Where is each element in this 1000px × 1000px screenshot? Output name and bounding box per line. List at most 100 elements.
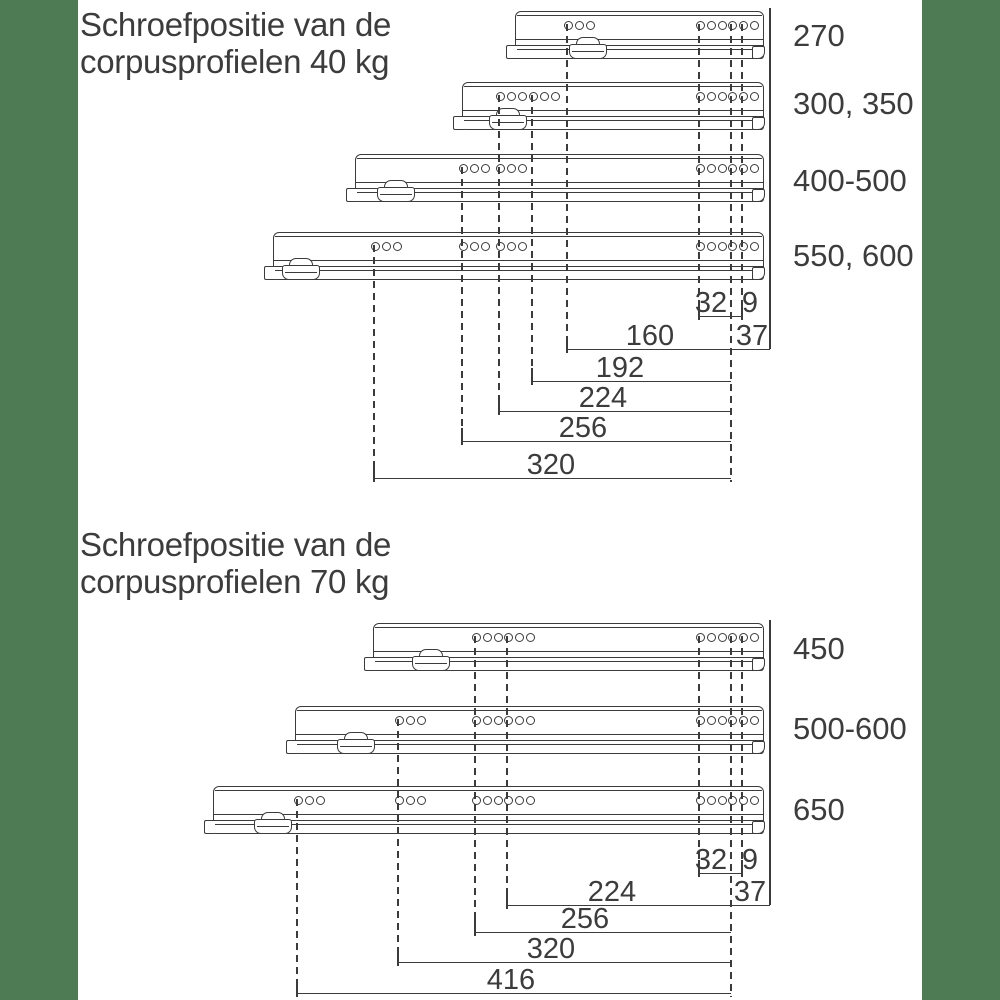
construction-line xyxy=(461,167,463,445)
dimension-tick xyxy=(741,303,743,320)
screw-hole xyxy=(706,241,716,251)
construction-line xyxy=(741,24,743,320)
release-latch xyxy=(337,739,375,754)
dimension-tick xyxy=(698,860,700,877)
screw-hole xyxy=(405,795,415,805)
release-latch-top xyxy=(576,37,600,46)
screw-hole xyxy=(482,715,492,725)
title-line: corpusprofielen 70 kg xyxy=(80,563,390,600)
release-latch xyxy=(412,656,450,671)
dimension-value: 320 xyxy=(526,449,576,481)
screw-hole xyxy=(480,241,490,251)
dimension-line xyxy=(499,411,731,412)
rail-end-hook xyxy=(752,46,765,59)
rail-runner-line xyxy=(356,182,763,183)
screw-hole xyxy=(381,241,391,251)
rail-end-hook xyxy=(752,658,765,671)
runner-profile-500-600 xyxy=(286,706,765,754)
dimension-tick xyxy=(461,428,463,445)
screw-hole xyxy=(506,91,516,101)
release-latch xyxy=(569,44,607,59)
title-line: Schroefpositie van de xyxy=(80,526,392,563)
rail-runner-line xyxy=(463,110,763,111)
rail-left-step xyxy=(204,820,215,834)
dimension-tick xyxy=(373,465,375,482)
rail-end-hook xyxy=(752,189,765,202)
dimension-value: 224 xyxy=(578,382,628,414)
construction-line xyxy=(506,636,508,909)
screw-hole xyxy=(706,795,716,805)
release-latch xyxy=(377,187,415,202)
rail-left-step xyxy=(506,45,517,59)
release-latch-top xyxy=(496,108,520,117)
screw-hole xyxy=(717,91,727,101)
construction-line xyxy=(296,799,298,997)
rail-top-edge-line xyxy=(517,15,762,16)
screw-hole xyxy=(525,715,535,725)
screw-hole xyxy=(503,795,513,805)
construction-line xyxy=(397,719,399,966)
screw-hole xyxy=(749,632,759,642)
construction-line xyxy=(698,24,700,320)
rail-left-step xyxy=(453,116,464,130)
screw-hole xyxy=(471,795,481,805)
screw-hole xyxy=(695,632,705,642)
title-line: corpusprofielen 40 kg xyxy=(80,43,390,80)
construction-line xyxy=(566,24,568,353)
rail-length-label: 650 xyxy=(793,792,845,827)
screw-hole xyxy=(416,715,426,725)
dimension-value: 9 xyxy=(741,287,759,319)
screw-hole xyxy=(458,241,468,251)
dimension-value: 256 xyxy=(558,412,608,444)
screw-hole xyxy=(727,715,737,725)
screw-hole xyxy=(706,20,716,30)
screw-hole xyxy=(749,241,759,251)
runner-profile-450 xyxy=(364,623,765,671)
dimension-value: 256 xyxy=(560,903,610,935)
dimension-line xyxy=(567,349,770,350)
right-green-band xyxy=(922,0,1000,1000)
latch-line xyxy=(572,51,604,52)
rail-top-edge-line xyxy=(464,86,762,87)
dimension-tick xyxy=(498,398,500,415)
title-line: Schroefpositie van de xyxy=(80,6,392,43)
screw-hole xyxy=(493,715,503,725)
dimension-tick xyxy=(296,980,298,997)
dimension-value: 320 xyxy=(526,933,576,965)
rail-length-label: 450 xyxy=(793,631,845,666)
screw-hole xyxy=(706,163,716,173)
screw-hole xyxy=(738,163,748,173)
dimension-tick xyxy=(698,303,700,320)
rail-top-edge-line xyxy=(357,158,762,159)
runner-profile-270 xyxy=(506,11,765,59)
dimension-value: 416 xyxy=(486,964,536,996)
dimension-tick xyxy=(474,919,476,936)
dimension-value: 37 xyxy=(735,320,769,352)
screw-hole xyxy=(293,795,303,805)
construction-line xyxy=(730,24,732,482)
rail-length-label: 400-500 xyxy=(793,163,907,198)
screw-hole xyxy=(727,20,737,30)
release-latch-top xyxy=(289,258,313,267)
rail-end-hook xyxy=(752,821,765,834)
rail-runner-line xyxy=(463,120,763,121)
runner-profile-650 xyxy=(204,786,765,834)
screw-hole xyxy=(525,632,535,642)
screw-hole xyxy=(315,795,325,805)
dimension-line xyxy=(699,873,742,874)
screw-hole xyxy=(738,715,748,725)
screw-hole xyxy=(695,241,705,251)
dimension-tick xyxy=(506,892,508,909)
rail-left-step xyxy=(286,740,297,754)
rail-length-label: 550, 600 xyxy=(793,238,914,273)
rail-runner-line xyxy=(374,657,763,658)
latch-line xyxy=(340,746,372,747)
rail-top-edge-line xyxy=(215,790,762,791)
rail-end-hook xyxy=(752,741,765,754)
screw-hole xyxy=(695,163,705,173)
dimension-tick xyxy=(566,336,568,353)
screw-hole xyxy=(514,632,524,642)
rail-runner-line xyxy=(274,270,763,271)
screw-hole xyxy=(503,632,513,642)
latch-line xyxy=(257,826,289,827)
